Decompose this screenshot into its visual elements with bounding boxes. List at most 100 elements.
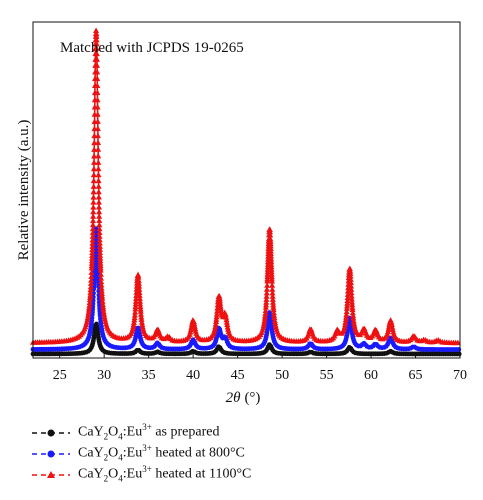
heated-1100-point (262, 310, 269, 316)
heated-1100-point (94, 96, 101, 103)
heated-1100-point (348, 286, 355, 292)
heated-1100-point (89, 221, 96, 228)
heated-1100-point (267, 231, 274, 238)
legend-swatch-blue (32, 450, 70, 457)
heated-1100-point (95, 199, 102, 205)
heated-1100-point (137, 311, 144, 317)
heated-1100-point (89, 236, 96, 243)
heated-1100-point (98, 282, 105, 288)
heated-1100-point (87, 283, 94, 290)
x-axis-variable: 2θ (226, 390, 242, 406)
plot-frame (32, 21, 461, 359)
heated-1100-point (95, 165, 102, 172)
heated-1100-point (223, 316, 230, 323)
heated-1100-point (99, 298, 106, 304)
heated-1100-point (388, 319, 395, 325)
heated-1100-point (90, 199, 97, 205)
x-tick-label: 45 (231, 368, 245, 383)
x-tick-label: 50 (275, 368, 289, 383)
heated-1100-point (95, 183, 102, 189)
heated-1100-point (264, 282, 271, 288)
heated-1100-point (96, 240, 103, 246)
heated-1100-point (267, 250, 274, 257)
heated-1100-point (350, 312, 357, 319)
heated-1100-point (94, 89, 101, 96)
x-tick-label: 25 (53, 368, 67, 383)
heated-1100-point (94, 68, 101, 75)
heated-1100-point (268, 253, 275, 259)
x-tick-label: 65 (409, 368, 423, 383)
heated-1100-point (101, 311, 108, 317)
heated-1100-point (96, 213, 103, 219)
heated-1100-point (224, 321, 231, 327)
heated-1100-point (95, 152, 102, 159)
x-tick-label: 40 (186, 368, 200, 383)
heated-1100-point (269, 286, 276, 292)
heated-1100-point (345, 288, 352, 294)
heated-1100-point (97, 249, 104, 255)
heated-1100-point (268, 255, 275, 262)
heated-1100-point (93, 30, 100, 37)
heated-1100-point (89, 243, 96, 249)
heated-1100-point (94, 125, 101, 132)
heated-1100-point (268, 258, 275, 265)
heated-1100-point (89, 240, 96, 246)
heated-1100-point (88, 273, 95, 279)
heated-1100-point (96, 236, 103, 243)
heated-1100-point (389, 324, 396, 330)
heated-1100-point (343, 308, 350, 315)
heated-1100-point (133, 295, 140, 301)
heated-1100-point (345, 284, 352, 291)
heated-1100-point (348, 289, 355, 296)
heated-1100-point (224, 324, 231, 330)
heated-1100-point (272, 319, 279, 326)
heated-1100-point (191, 323, 198, 329)
heated-1100-point (89, 246, 96, 253)
heated-1100-point (93, 40, 100, 47)
y-axis-label: Relative intensity (a.u.) (16, 120, 32, 261)
heated-1100-point (271, 312, 278, 318)
heated-1100-point (344, 297, 351, 303)
heated-1100-point (90, 213, 97, 219)
heated-1100-point (347, 276, 354, 282)
heated-1100-point (96, 217, 103, 224)
legend-label: CaY2O4:Eu3+ heated at 800°C (78, 443, 245, 463)
heated-1100-point (94, 132, 101, 139)
heated-1100-point (90, 208, 97, 215)
heated-1100-point (270, 309, 277, 316)
heated-1100-point (96, 233, 103, 239)
heated-1100-point (90, 217, 97, 224)
x-axis-unit: (°) (244, 390, 260, 406)
legend-item-as-prepared: CaY2O4:Eu3+ as prepared (30, 422, 251, 443)
heated-1100-point (100, 306, 107, 312)
heated-1100-point (90, 194, 97, 200)
heated-1100-point (88, 277, 95, 283)
heated-1100-point (95, 159, 102, 165)
legend-label: CaY2O4:Eu3+ heated at 1100°C (78, 464, 252, 484)
heated-1100-point (98, 287, 105, 294)
x-tick-label: 30 (97, 368, 111, 383)
heated-1100-point (89, 229, 96, 236)
jcpds-annotation: Matched with JCPDS 19-0265 (60, 40, 244, 56)
heated-1100-point (137, 298, 144, 304)
heated-1100-point (90, 183, 97, 189)
heated-1100-point (348, 292, 355, 299)
heated-1100-point (191, 320, 198, 327)
heated-1100-point (263, 299, 270, 305)
heated-1100-point (344, 291, 351, 297)
heated-1100-point (101, 313, 108, 320)
legend: CaY2O4:Eu3+ as prepared CaY2O4:Eu3+ heat… (30, 422, 251, 485)
heated-1100-point (347, 273, 354, 279)
heated-1100-point (272, 322, 279, 328)
series-layer (30, 27, 462, 357)
heated-1100-point (269, 293, 276, 299)
heated-1100-point (389, 326, 396, 332)
heated-1100-point (263, 293, 270, 299)
heated-1100-point (91, 152, 98, 159)
x-tick-label: 55 (320, 368, 334, 383)
heated-1100-point (95, 194, 102, 200)
heated-1100-point (96, 203, 103, 210)
heated-1100-point (348, 282, 355, 289)
heated-1100-point (136, 295, 143, 301)
heated-1100-point (89, 249, 96, 256)
